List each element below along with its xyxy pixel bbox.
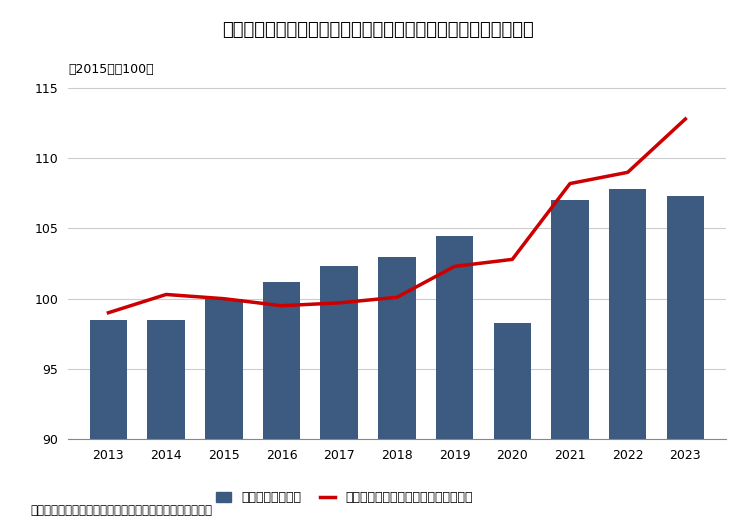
Bar <box>90 320 127 529</box>
Bar <box>205 299 243 529</box>
Bar <box>321 267 358 529</box>
Bar <box>436 235 473 529</box>
Bar <box>378 257 416 529</box>
Bar <box>263 282 300 529</box>
Bar <box>147 320 185 529</box>
Text: 学習塔売上高指数、受講生一人あたりの学習塔売上高指数の推移: 学習塔売上高指数、受講生一人あたりの学習塔売上高指数の推移 <box>222 21 534 39</box>
Text: （資料）「特定サービス産業動態統計」　（経済産業省）: （資料）「特定サービス産業動態統計」 （経済産業省） <box>30 504 212 517</box>
Bar <box>609 189 646 529</box>
Bar <box>667 196 704 529</box>
Legend: 学習塔売上高指数, 受講生一人あたりの学習塔売上高指数: 学習塔売上高指数, 受講生一人あたりの学習塔売上高指数 <box>211 487 477 509</box>
Bar <box>494 323 531 529</box>
Text: （2015年＝100）: （2015年＝100） <box>68 63 153 77</box>
Bar <box>551 200 589 529</box>
